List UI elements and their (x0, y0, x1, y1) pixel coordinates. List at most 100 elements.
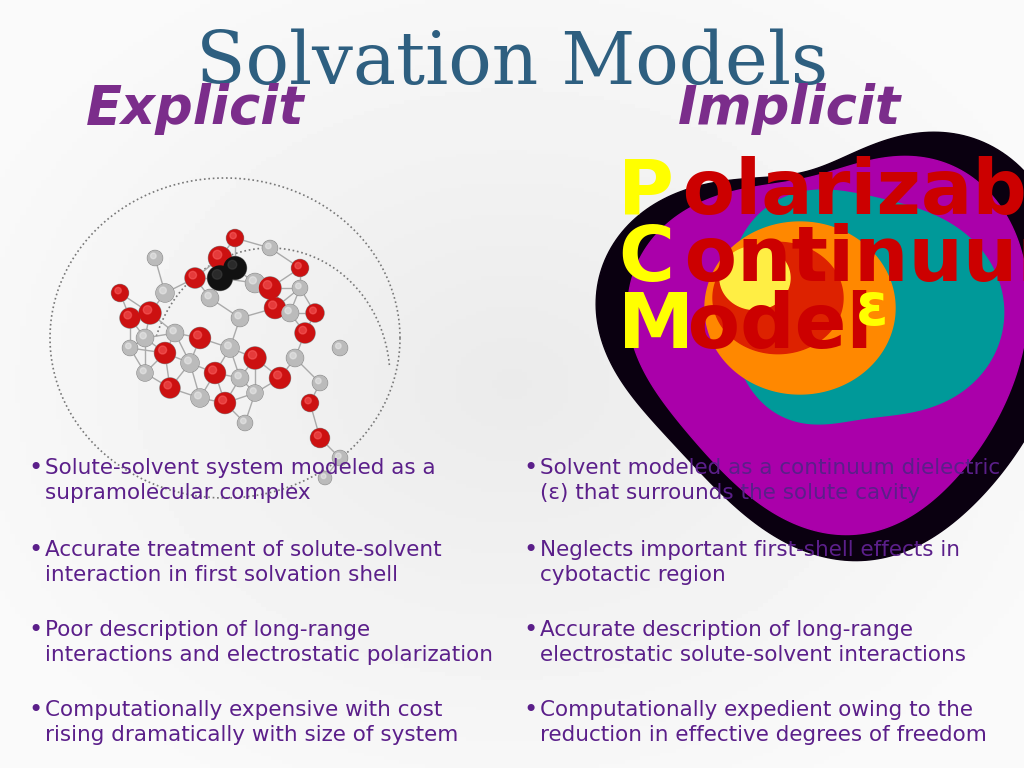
Text: Solute-solvent system modeled as a
supramolecular complex: Solute-solvent system modeled as a supra… (45, 458, 435, 503)
Circle shape (296, 283, 301, 289)
Circle shape (245, 347, 265, 369)
Circle shape (218, 396, 226, 404)
Circle shape (205, 362, 225, 383)
Circle shape (189, 327, 211, 349)
Text: •: • (28, 456, 42, 480)
Circle shape (209, 247, 231, 269)
Circle shape (167, 325, 183, 341)
Circle shape (244, 347, 266, 369)
Circle shape (295, 263, 301, 269)
Circle shape (140, 368, 146, 374)
Circle shape (234, 372, 242, 379)
Circle shape (246, 273, 264, 293)
Circle shape (121, 309, 139, 327)
Circle shape (195, 392, 202, 399)
Circle shape (112, 284, 128, 302)
Text: Implicit: Implicit (678, 83, 901, 135)
Circle shape (212, 270, 222, 280)
Circle shape (160, 287, 166, 294)
Circle shape (223, 257, 247, 280)
Circle shape (205, 363, 225, 383)
Text: •: • (28, 698, 42, 722)
Circle shape (315, 378, 322, 384)
Circle shape (170, 327, 176, 334)
Circle shape (296, 323, 314, 343)
Polygon shape (628, 157, 1024, 535)
Circle shape (318, 472, 332, 485)
Circle shape (292, 260, 308, 276)
Circle shape (124, 311, 131, 319)
Text: Solvent modeled as a continuum dielectric
(ε) that surrounds the solute cavity: Solvent modeled as a continuum dielectri… (540, 458, 1000, 503)
Circle shape (333, 451, 347, 465)
Text: P: P (618, 156, 674, 230)
Circle shape (112, 285, 128, 301)
Circle shape (228, 260, 237, 269)
Circle shape (333, 341, 347, 355)
Circle shape (269, 368, 291, 389)
Circle shape (248, 351, 257, 359)
Circle shape (285, 307, 291, 314)
Circle shape (293, 280, 307, 296)
Text: Accurate description of long-range
electrostatic solute-solvent interactions: Accurate description of long-range elect… (540, 620, 966, 665)
Circle shape (205, 293, 211, 299)
Circle shape (299, 326, 306, 334)
Polygon shape (705, 222, 895, 394)
Circle shape (306, 304, 324, 322)
Circle shape (319, 472, 331, 484)
Circle shape (250, 388, 256, 394)
Circle shape (333, 340, 347, 356)
Circle shape (147, 250, 163, 266)
Circle shape (215, 393, 234, 413)
Circle shape (123, 340, 137, 356)
Text: Poor description of long-range
interactions and electrostatic polarization: Poor description of long-range interacti… (45, 620, 493, 665)
Text: Solvation Models: Solvation Models (196, 28, 828, 98)
Circle shape (185, 269, 205, 287)
Circle shape (156, 284, 174, 302)
Circle shape (268, 301, 276, 309)
Circle shape (136, 329, 154, 346)
Polygon shape (728, 190, 1004, 424)
Circle shape (293, 281, 307, 295)
Circle shape (309, 307, 316, 314)
Text: •: • (28, 618, 42, 642)
Circle shape (295, 323, 315, 343)
Circle shape (181, 355, 199, 372)
Text: •: • (28, 538, 42, 562)
Circle shape (202, 290, 218, 306)
Text: M: M (618, 290, 694, 364)
Circle shape (157, 284, 173, 302)
Circle shape (137, 330, 153, 346)
Circle shape (263, 280, 271, 289)
Circle shape (148, 251, 162, 265)
Text: ε: ε (856, 280, 889, 337)
Circle shape (282, 305, 298, 321)
Circle shape (265, 243, 271, 249)
Polygon shape (720, 247, 790, 310)
Circle shape (184, 357, 191, 364)
Circle shape (159, 346, 167, 354)
Circle shape (140, 333, 146, 339)
Circle shape (227, 230, 243, 246)
Circle shape (322, 474, 326, 478)
Circle shape (155, 343, 175, 363)
Circle shape (213, 250, 222, 259)
Circle shape (262, 240, 278, 256)
Circle shape (161, 379, 179, 398)
Circle shape (209, 366, 217, 374)
Circle shape (221, 339, 239, 357)
Circle shape (301, 395, 318, 412)
Text: •: • (523, 538, 538, 562)
Circle shape (270, 368, 290, 388)
Text: Computationally expensive with cost
rising dramatically with size of system: Computationally expensive with cost risi… (45, 700, 459, 745)
Text: Accurate treatment of solute-solvent
interaction in first solvation shell: Accurate treatment of solute-solvent int… (45, 540, 441, 584)
Circle shape (160, 378, 180, 398)
Circle shape (115, 287, 121, 294)
Circle shape (238, 416, 252, 430)
Circle shape (120, 308, 140, 328)
Circle shape (312, 376, 328, 390)
Circle shape (224, 342, 231, 349)
Circle shape (123, 341, 137, 355)
Circle shape (238, 415, 253, 431)
Circle shape (190, 328, 210, 348)
Circle shape (231, 369, 249, 386)
